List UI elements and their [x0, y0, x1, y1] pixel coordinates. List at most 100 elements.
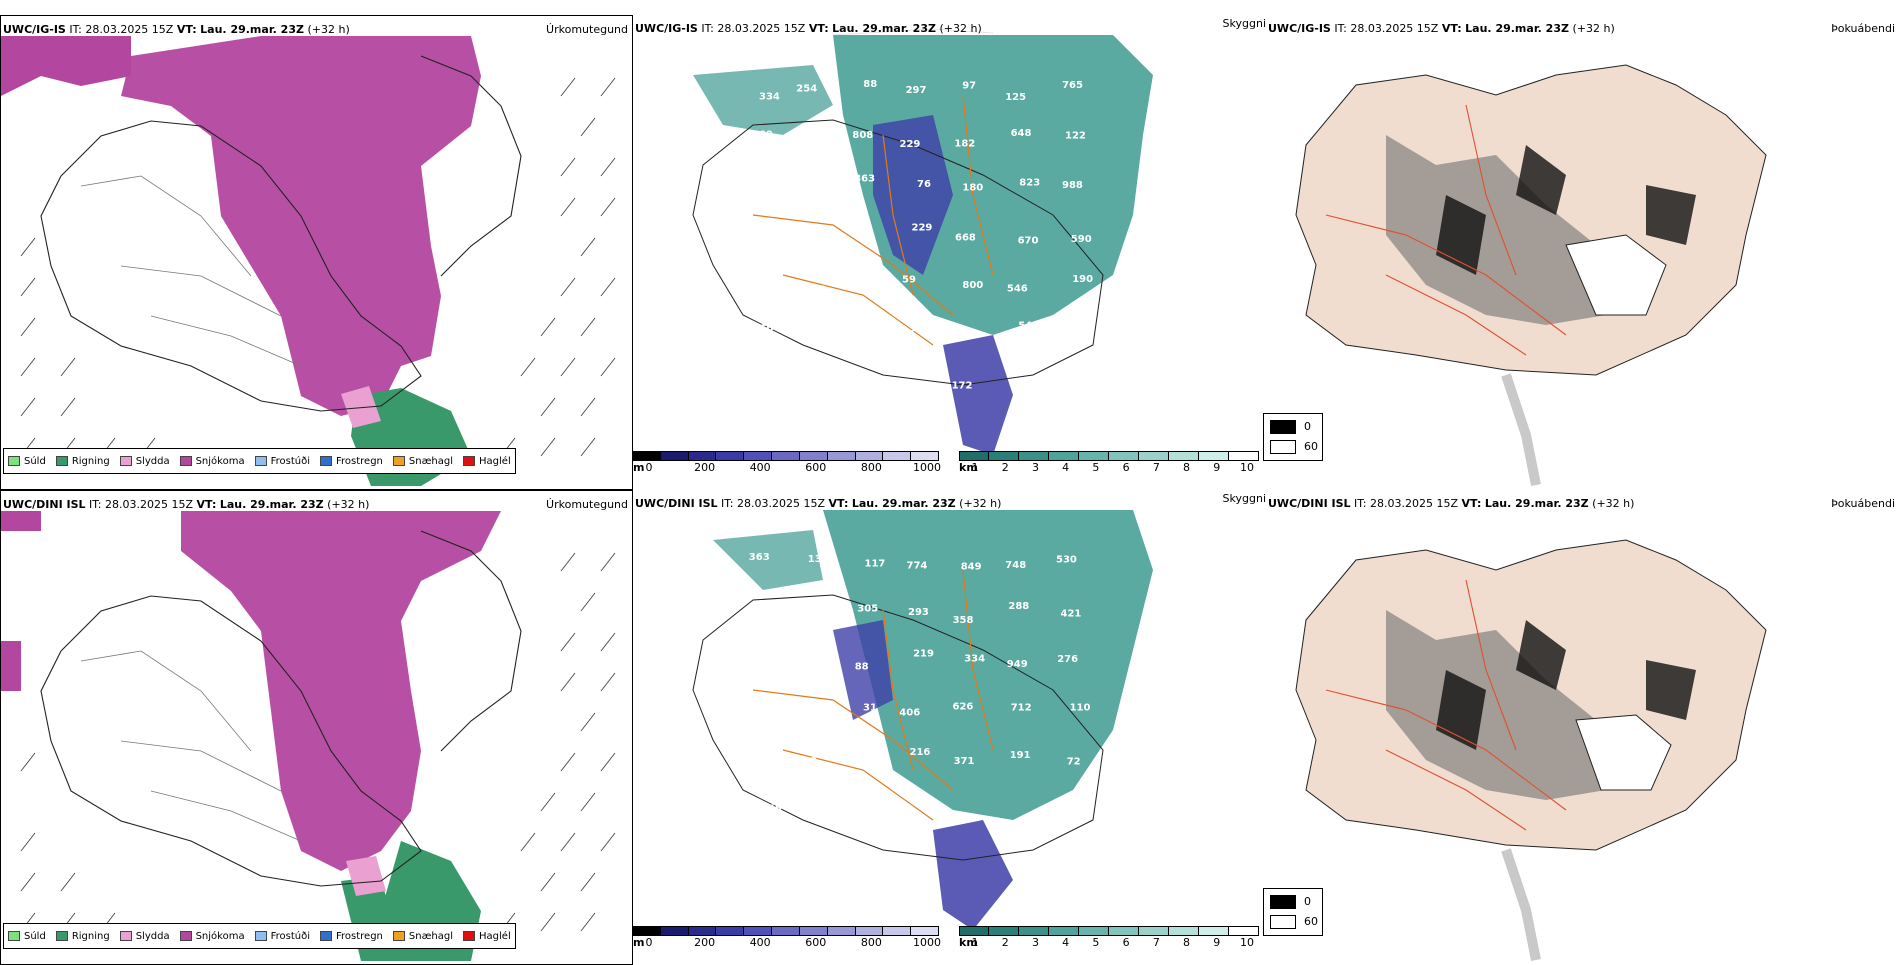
- cloud-map-row1: 334 254 88 297 97 125 765 560 372 808 229 182 648 122…: [633, 15, 1266, 490]
- cloud-height-label: 203: [851, 224, 872, 235]
- panel-header: UWC/DINI ISL IT: 28.03.2025 15Z VT: Lau.…: [1268, 497, 1635, 510]
- cloud-height-label: 250: [952, 329, 973, 340]
- legend-item-rain: Rigning: [55, 456, 110, 467]
- cloud-height-label: 363: [854, 174, 875, 185]
- visibility-colorbar-cell: [1049, 451, 1079, 461]
- legend-item-freezing-drizzle: Frostúði: [254, 456, 310, 467]
- visibility-colorbar-tick: 5: [1092, 461, 1100, 474]
- legend-item-freezing-rain: Frostregn: [320, 456, 383, 467]
- cloud-map-row2: 363 13 117 774 849 748 530 701 176 305 293 358 288 42…: [633, 490, 1266, 965]
- cloud-height-label: 310: [806, 378, 827, 389]
- visibility-colorbar-unit: km: [959, 461, 978, 474]
- cloud-height-label: 308: [755, 375, 776, 386]
- cloud-height-label: 229: [912, 222, 933, 233]
- visibility-colorbar-cell: [1199, 451, 1229, 461]
- cloud-height-label: 358: [953, 615, 974, 626]
- height-colorbar-cell: [744, 451, 773, 461]
- cloud-height-label: 72: [1067, 756, 1081, 767]
- visibility-colorbar-tick: 2: [1001, 461, 1009, 474]
- cloud-height-label: 668: [955, 233, 976, 244]
- cloud-height-label: 58: [854, 806, 868, 817]
- cloud-height-label: 648: [1011, 128, 1032, 139]
- legend-item-hail: Haglél: [463, 456, 511, 467]
- precip-type-map-row2: UWC/DINI ISL IT: 28.03.2025 15Z VT: Lau.…: [0, 490, 633, 965]
- cloud-height-label: 297: [906, 85, 927, 96]
- cloud-height-label: 99: [750, 234, 764, 245]
- cloud-height-label: 150: [753, 323, 774, 334]
- height-colorbar-cell: [688, 451, 717, 461]
- height-colorbar-cell: [827, 926, 856, 936]
- cloud-height-label: 765: [1062, 80, 1083, 91]
- height-colorbar-cell: [744, 926, 773, 936]
- visibility-colorbar-tick: 9: [1213, 936, 1221, 949]
- cloud-height-label: 334: [759, 92, 780, 103]
- cloud-height-label: 530: [1056, 555, 1077, 566]
- height-colorbar-tick: 600: [805, 461, 827, 474]
- visibility-colorbar-cell: [959, 451, 989, 461]
- height-colorbar-tick: 200: [694, 936, 716, 949]
- cloud-height-label: 229: [900, 139, 921, 150]
- legend-item-drizzle: Súld: [8, 931, 46, 942]
- visibility-colorbar-tick: 1: [971, 461, 979, 474]
- visibility-colorbar-unit: km: [959, 936, 978, 949]
- cloud-height-label: 173: [796, 756, 817, 767]
- height-colorbar-frame: [633, 926, 939, 936]
- cloud-height-label: 949: [1007, 659, 1028, 670]
- cloud-height-label: 216: [910, 747, 931, 758]
- height-colorbar-tick: 0: [645, 936, 653, 949]
- cloud-height-label: 95: [1069, 367, 1083, 378]
- legend-item-freezing-drizzle: Frostúði: [254, 931, 310, 942]
- cloud-height-label: 276: [1057, 654, 1078, 665]
- visibility-colorbar-cell: [1169, 926, 1199, 936]
- cloud-height-label: 590: [1071, 234, 1092, 245]
- visibility-colorbar-cell: [1019, 451, 1049, 461]
- cloud-height-label: 284: [758, 757, 779, 768]
- height-colorbar-tick: 0: [645, 461, 653, 474]
- visibility-colorbar-cell: [1139, 451, 1169, 461]
- height-colorbar-cell: [855, 451, 884, 461]
- panel-title: Úrkomutegund: [546, 498, 628, 511]
- height-colorbar-cell: [633, 451, 661, 461]
- precip-map-graphic: [1, 511, 616, 961]
- height-colorbar: m 0 200 400 600 800 1000: [633, 926, 941, 949]
- height-colorbar-tick: 1000: [913, 936, 941, 949]
- legend-item-snow-grains: Snæhagl: [392, 931, 453, 942]
- height-colorbar-cell: [716, 451, 745, 461]
- visibility-colorbar-cell: [1079, 926, 1109, 936]
- legend-item-snow: Snjókoma: [179, 456, 245, 467]
- cloud-height-label: 363: [749, 552, 770, 563]
- cloud-map-graphic: 334 254 88 297 97 125 765 560 372 808 229 182 648 122…: [692, 28, 1153, 455]
- precip-map-graphic: [1, 36, 616, 486]
- precip-legend: Súld Rigning Slydda Snjókoma Frostúði Fr…: [3, 923, 516, 949]
- fog-legend-bottom-label: 60: [1304, 915, 1318, 928]
- cloud-height-label: 117: [804, 285, 825, 296]
- cloud-height-label: 190: [1072, 274, 1093, 285]
- panel-header: UWC/IG-IS IT: 28.03.2025 15Z VT: Lau. 29…: [1268, 22, 1615, 35]
- cloud-height-label: 254: [796, 83, 817, 94]
- cloud-height-label: 59: [902, 275, 916, 286]
- cloud-height-label: 427: [753, 664, 774, 675]
- cloud-height-label: 825: [862, 758, 883, 769]
- panel-header: UWC/DINI ISL IT: 28.03.2025 15Z VT: Lau.…: [635, 497, 1002, 510]
- height-colorbar-cell: [799, 451, 828, 461]
- height-colorbar-cell: [855, 926, 884, 936]
- height-colorbar-tick: 400: [749, 461, 771, 474]
- cloud-height-label: 372: [797, 137, 818, 148]
- cloud-height-label: 122: [1065, 131, 1086, 142]
- cloud-height-labels: 363 13 117 774 849 748 530 701 176 305 293 358 288 42…: [745, 552, 1091, 817]
- visibility-colorbar-frame: [959, 926, 1259, 936]
- cloud-height-label: 421: [1061, 609, 1082, 620]
- cloud-height-label: 125: [1005, 92, 1026, 103]
- cloud-height-label: 988: [1062, 180, 1083, 191]
- height-colorbar-cell: [799, 926, 828, 936]
- visibility-colorbar-tick: 2: [1001, 936, 1009, 949]
- fog-map-row2: UWC/DINI ISL IT: 28.03.2025 15Z VT: Lau.…: [1266, 490, 1899, 965]
- cloud-height-label: 109: [796, 332, 817, 343]
- cloud-height-label: 712: [1011, 703, 1032, 714]
- cloud-height-label: 670: [1018, 236, 1039, 247]
- height-colorbar-unit: m: [633, 936, 645, 949]
- panel-header: UWC/IG-IS IT: 28.03.2025 15Z VT: Lau. 29…: [3, 23, 350, 36]
- precip-type-map-row1: UWC/IG-IS IT: 28.03.2025 15Z VT: Lau. 29…: [0, 15, 633, 490]
- cloud-height-label: 186: [810, 798, 831, 809]
